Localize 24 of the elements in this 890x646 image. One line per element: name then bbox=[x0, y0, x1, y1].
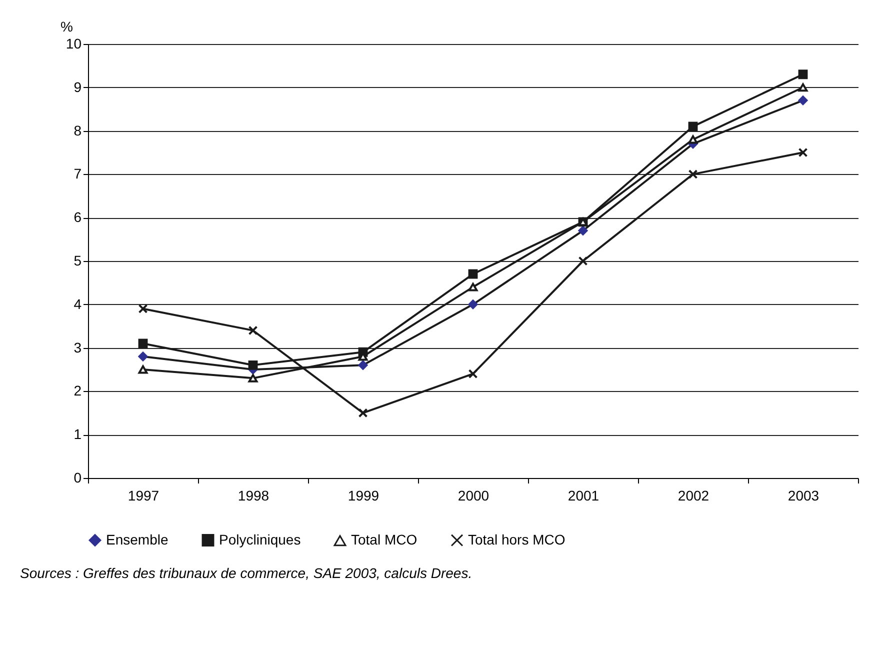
x-tick-label: 2000 bbox=[458, 488, 490, 504]
y-tick-label: 1 bbox=[74, 426, 82, 442]
legend-label: Polycliniques bbox=[219, 531, 301, 548]
legend-label: Total MCO bbox=[351, 532, 418, 548]
y-tick-label: 8 bbox=[74, 122, 82, 138]
y-tick-label: 3 bbox=[74, 339, 82, 356]
legend-label: Ensemble bbox=[106, 531, 168, 548]
y-tick-label: 6 bbox=[74, 209, 82, 226]
x-tick-label: 1997 bbox=[128, 488, 160, 504]
y-tick-label: 0 bbox=[74, 470, 82, 486]
x-tick-label: 1999 bbox=[348, 488, 380, 504]
x-tick-label: 2002 bbox=[678, 488, 710, 504]
y-tick-label: 5 bbox=[74, 252, 82, 268]
y-tick-label: 2 bbox=[74, 382, 82, 399]
y-tick-label: 7 bbox=[74, 166, 82, 182]
y-tick-label: 4 bbox=[74, 296, 82, 312]
legend-label: Total hors MCO bbox=[468, 531, 566, 548]
y-axis-title: % bbox=[60, 18, 73, 34]
y-tick-label: 9 bbox=[74, 78, 82, 95]
y-tick-label: 10 bbox=[66, 36, 82, 52]
x-tick-label: 1998 bbox=[238, 488, 270, 504]
x-tick-label: 2001 bbox=[568, 488, 600, 504]
x-tick-label: 2003 bbox=[788, 488, 820, 504]
source-note: Sources : Greffes des tribunaux de commerce, SAE 2003, calculs Drees. bbox=[20, 565, 472, 581]
